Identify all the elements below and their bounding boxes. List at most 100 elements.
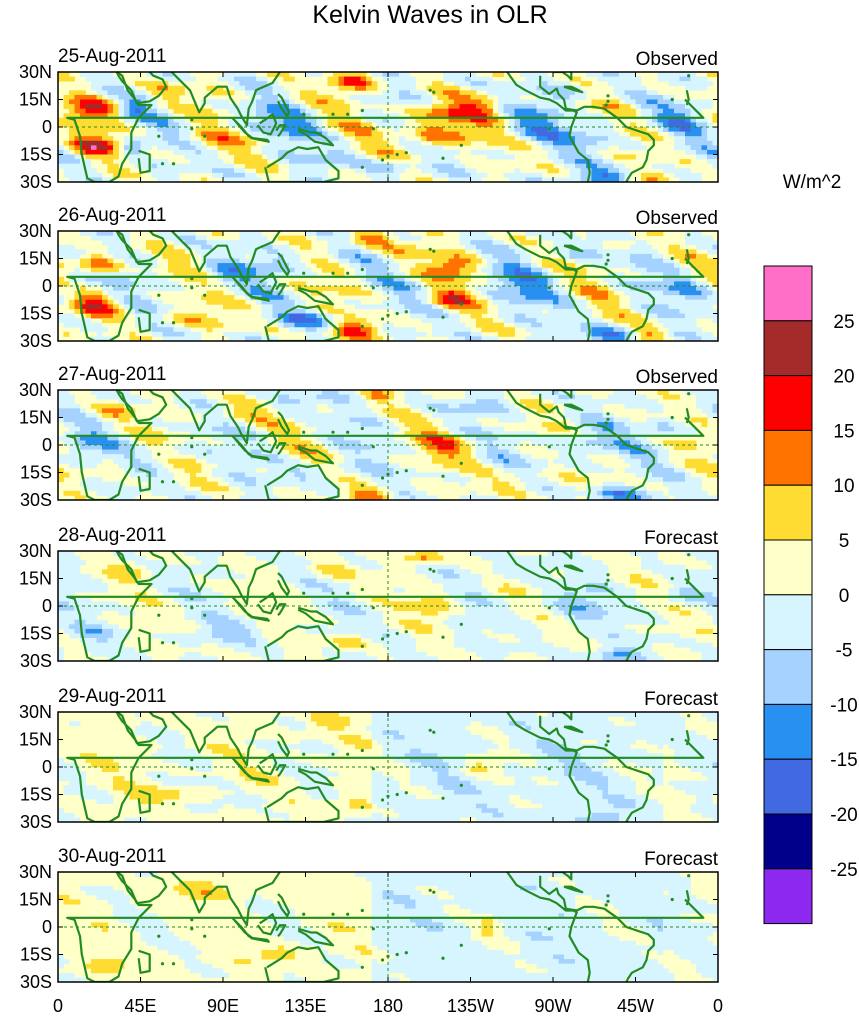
olr-cell xyxy=(663,122,669,128)
olr-cell xyxy=(322,172,328,178)
olr-cell xyxy=(195,168,202,174)
olr-cell xyxy=(668,331,675,337)
olr-cell xyxy=(168,163,174,169)
olr-cell xyxy=(652,272,658,278)
olr-cell xyxy=(146,140,152,146)
olr-cell xyxy=(443,276,449,282)
olr-cell xyxy=(685,235,691,241)
olr-cell xyxy=(190,426,196,432)
olr-cell xyxy=(190,322,196,328)
olr-cell xyxy=(74,299,81,305)
olr-cell xyxy=(558,81,565,87)
olr-cell xyxy=(465,76,471,82)
olr-cell xyxy=(85,272,92,278)
olr-cell xyxy=(685,117,691,123)
olr-cell xyxy=(146,136,152,142)
olr-cell xyxy=(228,140,235,146)
olr-cell xyxy=(366,244,372,250)
olr-cell xyxy=(74,403,81,409)
olr-cell xyxy=(591,408,598,414)
olr-cell xyxy=(569,149,576,155)
olr-cell xyxy=(520,417,526,423)
olr-cell xyxy=(333,263,339,269)
olr-cell xyxy=(382,172,389,178)
olr-cell xyxy=(239,136,246,142)
olr-cell xyxy=(465,113,471,119)
olr-cell xyxy=(542,331,548,337)
olr-cell xyxy=(283,295,290,301)
olr-cell xyxy=(179,426,185,432)
olr-cell xyxy=(63,403,70,409)
olr-cell xyxy=(613,318,620,324)
olr-cell xyxy=(641,267,647,273)
olr-cell xyxy=(635,295,642,301)
olr-cell xyxy=(393,81,400,87)
olr-cell xyxy=(404,276,411,282)
olr-cell xyxy=(558,244,565,250)
olr-cell xyxy=(619,331,625,337)
olr-cell xyxy=(536,117,543,123)
olr-cell xyxy=(234,159,240,165)
olr-cell xyxy=(135,304,141,310)
olr-cell xyxy=(382,272,389,278)
olr-cell xyxy=(322,286,328,291)
olr-cell xyxy=(300,394,306,400)
olr-cell xyxy=(509,272,515,278)
olr-cell xyxy=(619,276,625,282)
olr-cell xyxy=(228,286,235,291)
olr-cell xyxy=(575,403,581,409)
olr-cell xyxy=(652,286,658,291)
olr-cell xyxy=(558,258,565,264)
olr-cell xyxy=(586,308,592,314)
olr-cell xyxy=(569,322,576,328)
olr-cell xyxy=(355,81,361,87)
olr-cell xyxy=(80,172,86,178)
olr-cell xyxy=(212,231,218,236)
olr-cell xyxy=(146,108,152,114)
olr-cell xyxy=(459,276,466,282)
olr-cell xyxy=(498,390,504,395)
olr-cell xyxy=(531,272,537,278)
olr-cell xyxy=(316,104,323,110)
olr-cell xyxy=(234,72,240,77)
olr-cell xyxy=(327,145,334,151)
olr-cell xyxy=(69,131,75,137)
olr-cell xyxy=(311,318,317,324)
olr-cell xyxy=(74,94,81,100)
olr-cell xyxy=(707,390,713,395)
olr-cell xyxy=(162,72,169,77)
olr-cell xyxy=(344,108,350,114)
olr-cell xyxy=(107,240,114,246)
olr-cell xyxy=(107,422,114,428)
olr-cell xyxy=(184,149,191,155)
olr-cell xyxy=(124,390,130,395)
olr-cell xyxy=(547,313,554,319)
olr-cell xyxy=(322,327,328,333)
olr-cell xyxy=(234,131,240,137)
olr-cell xyxy=(278,272,284,278)
olr-cell xyxy=(586,313,592,319)
olr-cell xyxy=(311,336,317,341)
olr-cell xyxy=(459,290,466,296)
olr-cell xyxy=(168,168,174,174)
olr-cell xyxy=(377,177,383,182)
olr-cell xyxy=(657,290,664,296)
olr-cell xyxy=(124,290,130,296)
olr-cell xyxy=(580,267,587,273)
olr-cell xyxy=(663,304,669,310)
olr-cell xyxy=(173,168,180,174)
olr-cell xyxy=(448,426,455,432)
olr-cell xyxy=(201,108,207,114)
olr-cell xyxy=(107,281,114,287)
olr-cell xyxy=(223,72,229,77)
olr-cell xyxy=(712,263,718,269)
island-dot xyxy=(380,317,385,321)
olr-cell xyxy=(344,145,350,151)
olr-cell xyxy=(426,426,433,432)
olr-cell xyxy=(289,295,295,301)
olr-cell xyxy=(333,394,339,400)
olr-cell xyxy=(465,290,471,296)
olr-cell xyxy=(476,85,482,91)
olr-cell xyxy=(201,235,207,241)
olr-cell xyxy=(283,145,290,151)
